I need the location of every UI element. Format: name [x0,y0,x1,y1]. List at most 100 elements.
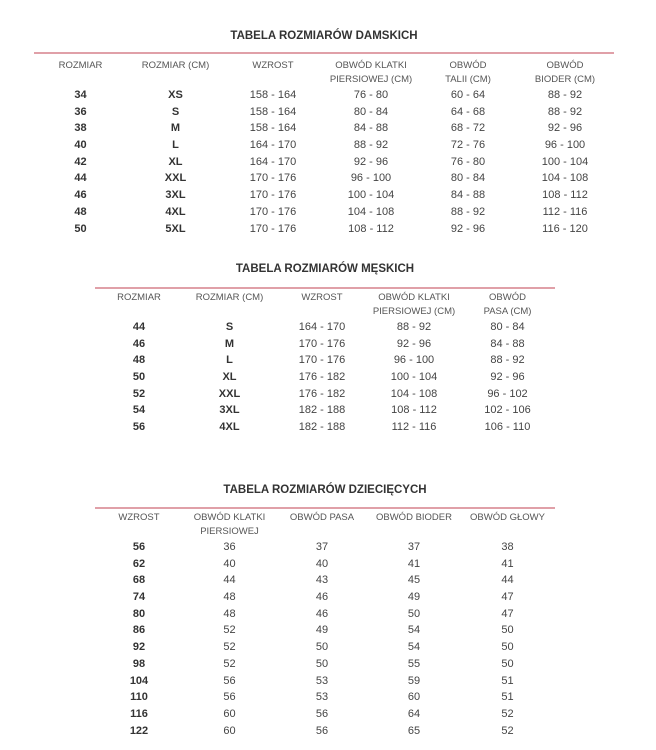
table-cell: 80 - 84 [353,105,389,118]
table-cell: 56 [315,724,329,737]
table-cell: 170 - 176 [249,222,297,235]
table-cell: S [225,321,234,333]
table-cell: 36 [223,541,236,553]
column-header: ROZMIAR (CM) [195,292,264,303]
table-cell: 76 - 80 [450,155,486,168]
table-cell: 54 [407,624,421,637]
table-cell: S [171,105,180,118]
table-cell: 84 - 88 [450,189,486,202]
table-row: 80 48 46 50 47 [95,606,555,623]
men-size-table: ROZMIAR ROZMIAR (CM) WZROST OBWÓD KLATKI PI… [95,291,555,436]
men-size-table-title: TABELA ROZMIARÓW MĘSKICH [235,263,415,275]
table-cell: 50 [501,624,514,637]
column-header: OBWÓD KLATKI PIERSIOWEJ (CM) [372,292,456,317]
table-cell: 176 - 182 [298,371,346,384]
women-size-table-title: TABELA ROZMIARÓW DAMSKICH [230,30,418,42]
table-row: 50 XL 176 - 182 100 - 104 92 - 96 [95,369,555,386]
table-cell: 112 - 116 [542,205,588,218]
table-cell: 104 - 108 [541,172,589,185]
table-cell: 104 [129,674,149,687]
table-cell: 60 [407,691,421,704]
table-row: 44 S 164 - 170 88 - 92 80 - 84 [95,319,555,336]
table-cell: 96 - 100 [350,172,392,185]
column-header: OBWÓD GŁOWY [470,512,545,523]
table-row: 40 L 164 - 170 88 - 92 72 - 76 96 - 100 [34,137,614,154]
table-cell: 41 [501,557,514,570]
table-cell: 96 - 100 [393,354,435,367]
table-cell: 4XL [219,421,240,434]
table-cell: 98 [132,657,146,670]
table-cell: 170 - 176 [249,189,297,202]
table-cell: 106 - 110 [484,421,531,434]
table-cell: 40 [74,139,87,152]
table-cell: 38 [501,541,514,553]
table-cell: 170 - 176 [298,337,346,350]
table-cell: 62 [132,557,146,570]
table-cell: 47 [501,607,514,620]
table-row: 46 M 170 - 176 92 - 96 84 - 88 [95,336,555,353]
table-cell: 80 [132,607,146,620]
table-cell: 49 [315,624,329,637]
table-cell: 88 - 92 [353,139,389,152]
table-cell: 44 [132,321,146,333]
table-cell: 60 - 64 [450,89,486,101]
table-cell: 50 [74,222,87,235]
table-row: 50 5XL 170 - 176 108 - 112 92 - 96 116 - 120 [34,221,614,238]
table-cell: 38 [74,122,87,135]
table-row: 54 3XL 182 - 188 108 - 112 102 - 106 [95,402,555,419]
table-row: 92 52 50 54 50 [95,639,555,656]
table-cell: 88 - 92 [547,89,583,101]
table-cell: 92 [132,641,146,654]
table-cell: 53 [315,691,329,704]
table-cell: 92 - 96 [547,122,583,135]
table-cell: 51 [501,674,514,687]
table-cell: 60 [223,707,236,720]
table-cell: 104 - 108 [390,387,438,400]
table-row: 62 40 40 41 41 [95,556,555,573]
table-cell: 44 [223,574,236,587]
table-cell: 76 - 80 [353,89,389,101]
table-cell: 164 - 170 [298,321,346,333]
table-cell: 52 [132,387,146,400]
table-cell: 50 [501,641,514,654]
table-cell: 100 - 104 [541,155,589,168]
table-cell: 37 [315,541,329,553]
table-row: 56 36 37 37 38 [95,539,555,556]
table-row: 116 60 56 64 52 [95,706,555,723]
table-cell: 47 [501,591,514,604]
table-cell: 86 [132,624,146,637]
table-cell: L [226,354,233,367]
table-cell: 170 - 176 [298,354,346,367]
table-cell: 108 - 112 [348,222,394,235]
table-cell: M [224,337,235,350]
table-cell: 53 [315,674,329,687]
table-cell: XXL [164,172,187,185]
table-cell: 102 - 106 [484,404,531,417]
table-cell: 52 [501,707,514,720]
table-cell: 84 - 88 [490,337,525,350]
table-cell: 116 - 120 [542,222,588,235]
table-cell: 170 - 176 [249,205,297,218]
table-row: 68 44 43 45 44 [95,572,555,589]
table-row: 86 52 49 54 50 [95,622,555,639]
table-cell: 72 - 76 [450,139,486,152]
table-cell: 48 [74,205,87,218]
table-cell: 36 [74,105,87,118]
table-row: 36 S 158 - 164 80 - 84 64 - 68 88 - 92 [34,104,614,121]
table-cell: 50 [315,657,329,670]
table-cell: 74 [132,591,146,604]
table-row: 46 3XL 170 - 176 100 - 104 84 - 88 108 - 112 [34,187,614,204]
column-header: OBWÓD KLATKI PIERSIOWEJ [193,512,266,537]
table-cell: 45 [407,574,421,587]
table-cell: 158 - 164 [249,122,297,135]
table-cell: 48 [223,607,236,620]
divider [34,52,614,54]
table-cell: 64 - 68 [450,105,486,118]
table-header-row: ROZMIAR ROZMIAR (CM) WZROST OBWÓD KLATKI PI… [95,291,555,319]
table-cell: 40 [315,557,329,570]
table-cell: 44 [501,574,514,587]
women-size-table: ROZMIAR ROZMIAR (CM) WZROST OBWÓD KLATKI PI… [34,59,614,237]
table-cell: 92 - 96 [450,222,486,235]
column-header: ROZMIAR [58,60,103,71]
table-cell: 55 [407,657,421,670]
